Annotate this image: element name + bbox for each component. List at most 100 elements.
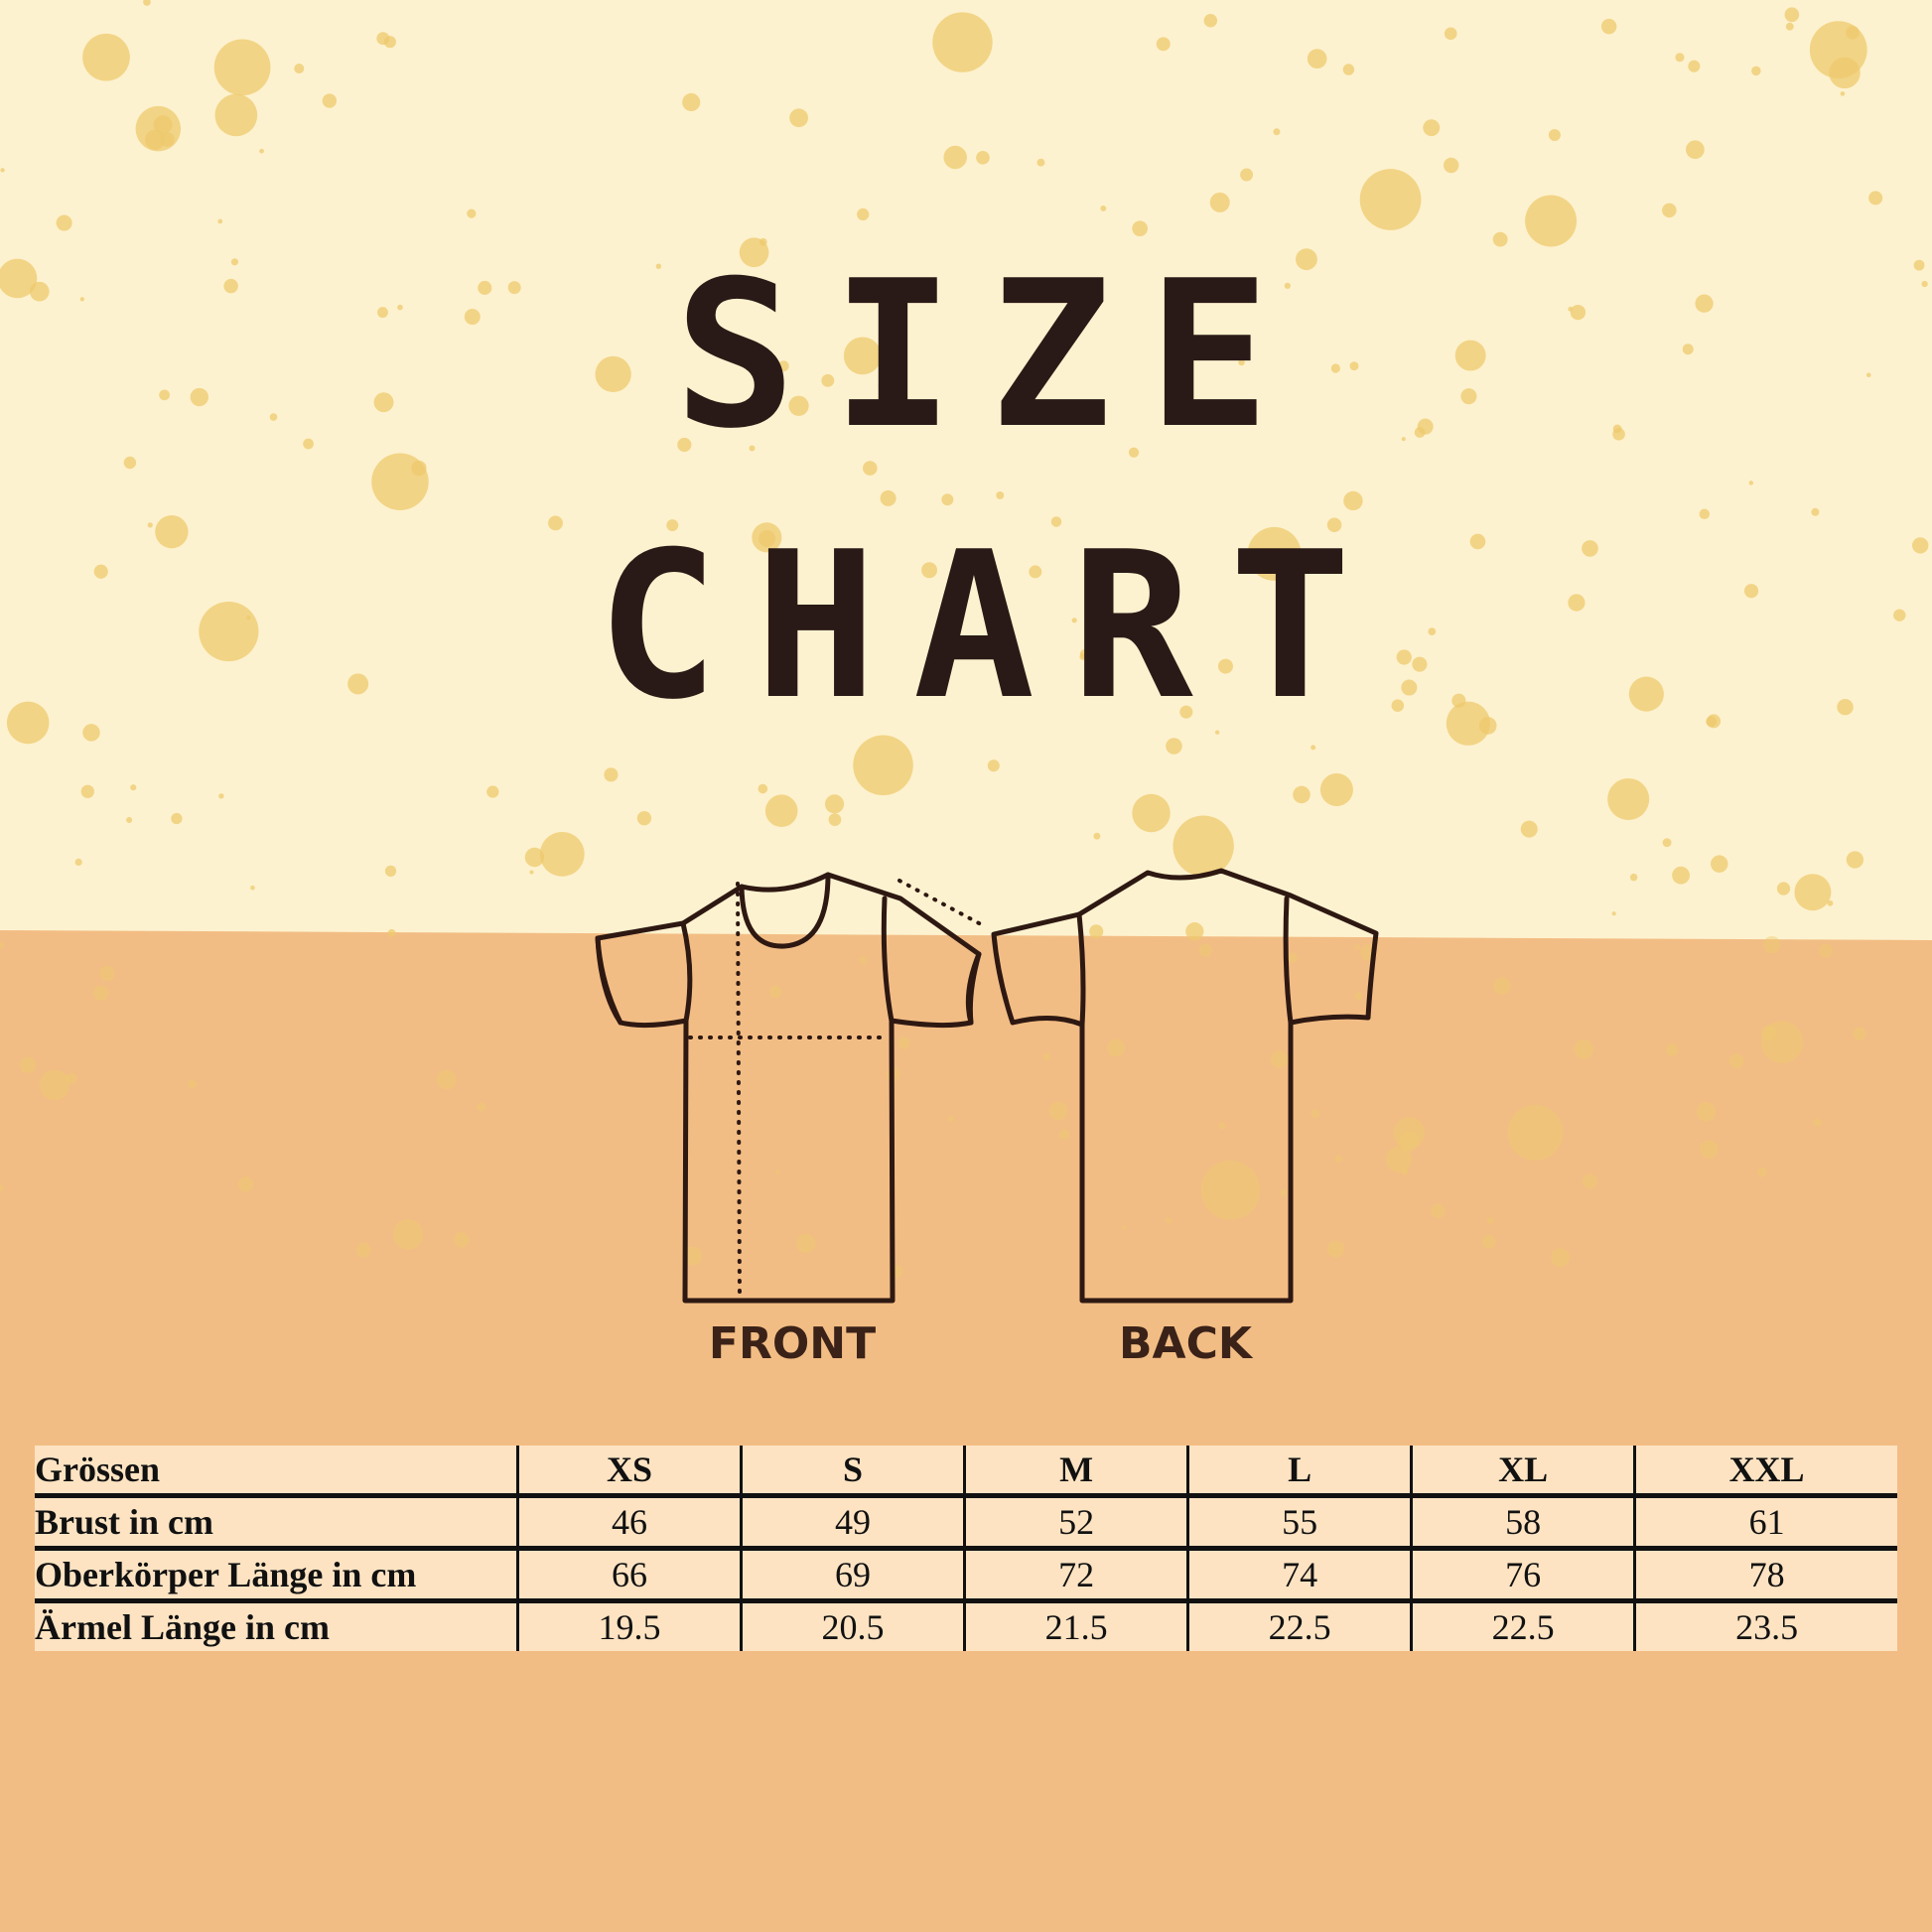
splatter-dot: [1217, 658, 1233, 674]
splatter-dot: [878, 376, 897, 395]
splatter-dot: [1311, 745, 1316, 751]
table-cell: 66: [515, 1546, 742, 1601]
splatter-dot: [1568, 306, 1574, 312]
splatter-dot: [1611, 911, 1616, 916]
splatter-dot: [1385, 1146, 1412, 1173]
back-label: BACK: [1119, 1318, 1254, 1369]
table-cell: 20.5: [740, 1598, 965, 1651]
splatter-dot: [478, 280, 492, 295]
splatter-dot: [373, 392, 394, 413]
splatter-dot: [1391, 699, 1405, 712]
splatter-dot: [223, 278, 238, 294]
splatter-dot: [1612, 427, 1625, 441]
splatter-dot: [1173, 815, 1234, 877]
splatter-dot: [126, 816, 133, 824]
splatter-dot: [1751, 66, 1761, 76]
splatter-dot: [682, 92, 701, 112]
size-table: Grössen XS S M L XL XXL Brust in cm 46 4…: [35, 1446, 1897, 1651]
splatter-dot: [1748, 481, 1754, 485]
splatter-dot: [1079, 648, 1090, 659]
splatter-dot: [524, 847, 545, 868]
splatter-dot: [948, 1116, 955, 1122]
splatter-dot: [1486, 1216, 1494, 1224]
splatter-dot: [1686, 140, 1705, 160]
splatter-dot: [1840, 91, 1846, 96]
splatter-dot: [1481, 1234, 1496, 1249]
splatter-dot: [1700, 1140, 1719, 1160]
splatter-dot: [1443, 157, 1459, 174]
splatter-dot: [218, 793, 224, 799]
splatter-dot: [188, 1079, 198, 1089]
tshirt-front-icon: [595, 872, 983, 1304]
splatter-dot: [1417, 418, 1434, 435]
splatter-dot: [1570, 304, 1587, 321]
row-label: Brust in cm: [35, 1493, 518, 1549]
splatter-dot: [1760, 1025, 1777, 1040]
table-cell: 76: [1410, 1546, 1635, 1601]
splatter-dot: [768, 985, 782, 999]
table-row: Brust in cm 46 49 52 55 58 61: [35, 1493, 1897, 1549]
header-cell: XL: [1410, 1446, 1635, 1496]
splatter-dot: [595, 355, 631, 393]
splatter-dot: [387, 928, 396, 937]
splatter-dot: [39, 1069, 70, 1101]
splatter-dot: [1695, 294, 1714, 313]
splatter-dot: [1818, 943, 1833, 958]
splatter-dot: [529, 870, 534, 875]
splatter-dot: [1865, 372, 1871, 378]
table-cell: 61: [1633, 1493, 1897, 1549]
splatter-dot: [1763, 936, 1781, 954]
splatter-dot: [1428, 627, 1437, 636]
splatter-dot: [1837, 698, 1854, 716]
splatter-dot: [1412, 656, 1428, 672]
splatter-dot: [259, 148, 264, 154]
splatter-dot: [397, 304, 403, 311]
splatter-dot: [1293, 785, 1311, 804]
splatter-dot: [486, 785, 499, 798]
splatter-dot: [155, 514, 189, 549]
splatter-dot: [1042, 1052, 1051, 1061]
row-label: Ärmel Länge in cm: [35, 1598, 518, 1651]
splatter-dot: [1454, 340, 1486, 371]
splatter-dot: [1354, 943, 1360, 950]
splatter-dot: [237, 1176, 254, 1192]
splatter-dot: [666, 519, 679, 532]
splatter-dot: [1675, 53, 1685, 63]
splatter-dot: [1846, 851, 1864, 869]
splatter-dot: [1913, 259, 1925, 271]
splatter-dot: [74, 858, 82, 867]
splatter-dot: [996, 490, 1005, 499]
splatter-dot: [1853, 1027, 1866, 1040]
splatter-dot: [80, 784, 94, 798]
splatter-dot: [1827, 899, 1834, 906]
table-cell: 22.5: [1410, 1598, 1635, 1651]
splatter-dot: [1525, 195, 1578, 247]
header-cell: S: [740, 1446, 965, 1496]
table-cell: 46: [515, 1493, 742, 1549]
splatter-dot: [1284, 282, 1291, 290]
splatter-dot: [1121, 1225, 1127, 1230]
splatter-dot: [99, 965, 115, 982]
splatter-dot: [147, 522, 153, 528]
splatter-dot: [921, 562, 938, 579]
splatter-dot: [789, 108, 808, 128]
splatter-dot: [1662, 838, 1672, 848]
splatter-dot: [1218, 1122, 1226, 1130]
splatter-dot: [1628, 676, 1664, 712]
header-cell: M: [963, 1446, 1188, 1496]
splatter-dot: [836, 619, 857, 638]
splatter-dot: [171, 812, 183, 825]
splatter-dot: [1469, 533, 1486, 550]
splatter-dot: [93, 564, 108, 579]
splatter-dot: [777, 360, 789, 372]
splatter-dot: [1354, 992, 1363, 1001]
splatter-dot: [1326, 1240, 1344, 1258]
splatter-dot: [1446, 701, 1491, 746]
table-row: Ärmel Länge in cm 19.5 20.5 21.5 22.5 22…: [35, 1598, 1897, 1651]
splatter-dot: [79, 297, 85, 302]
splatter-dot: [246, 615, 251, 621]
table-header-row: Grössen XS S M L XL XXL: [35, 1446, 1897, 1496]
splatter-dot: [1240, 168, 1254, 182]
table-row: Oberkörper Länge in cm 66 69 72 74 76 78: [35, 1546, 1897, 1601]
splatter-dot: [1107, 1038, 1125, 1057]
